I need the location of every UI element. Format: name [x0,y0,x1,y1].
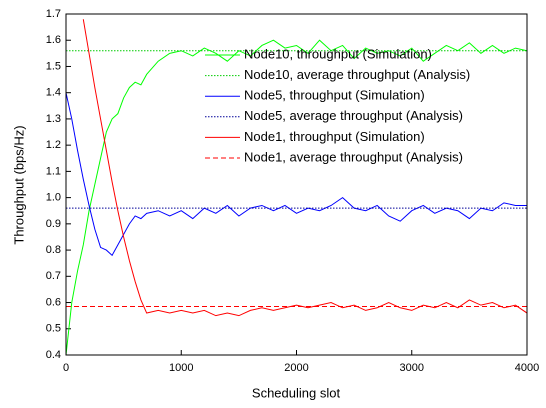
x-tick-label: 2000 [284,362,308,374]
y-axis-title: Throughput (bps/Hz) [11,125,26,244]
series-line [66,92,527,257]
legend-text: Node10, average throughput (Analysis) [244,67,470,82]
y-tick-label: 1.5 [46,60,61,72]
legend-text: Node10, throughput (Simulation) [244,46,432,61]
series-line [82,19,527,317]
y-tick-label: 0.9 [46,218,61,230]
y-tick-label: 1.3 [46,113,61,125]
y-tick-label: 0.6 [46,296,61,308]
y-tick-label: 0.7 [46,270,61,282]
y-tick-label: 1.7 [46,8,61,20]
y-tick-label: 0.4 [46,349,61,361]
x-tick-label: 4000 [515,362,539,374]
legend-text: Node1, average throughput (Analysis) [244,149,463,164]
y-tick-label: 0.5 [46,323,61,335]
y-tick-label: 1.6 [46,34,61,46]
plot-frame [65,13,528,356]
legend-text: Node1, throughput (Simulation) [244,129,425,144]
x-tick-label: 1000 [169,362,193,374]
y-tick-label: 1.1 [46,165,61,177]
y-tick-label: 1.4 [46,87,61,99]
legend-text: Node5, average throughput (Analysis) [244,108,463,123]
x-axis-title: Scheduling slot [252,385,341,400]
x-tick-label: 3000 [400,362,424,374]
legend-text: Node5, throughput (Simulation) [244,88,425,103]
y-tick-label: 1.0 [46,192,61,204]
plot-area [66,19,527,355]
y-tick-label: 1.2 [46,139,61,151]
y-tick-label: 0.8 [46,244,61,256]
x-tick-label: 0 [63,362,69,374]
